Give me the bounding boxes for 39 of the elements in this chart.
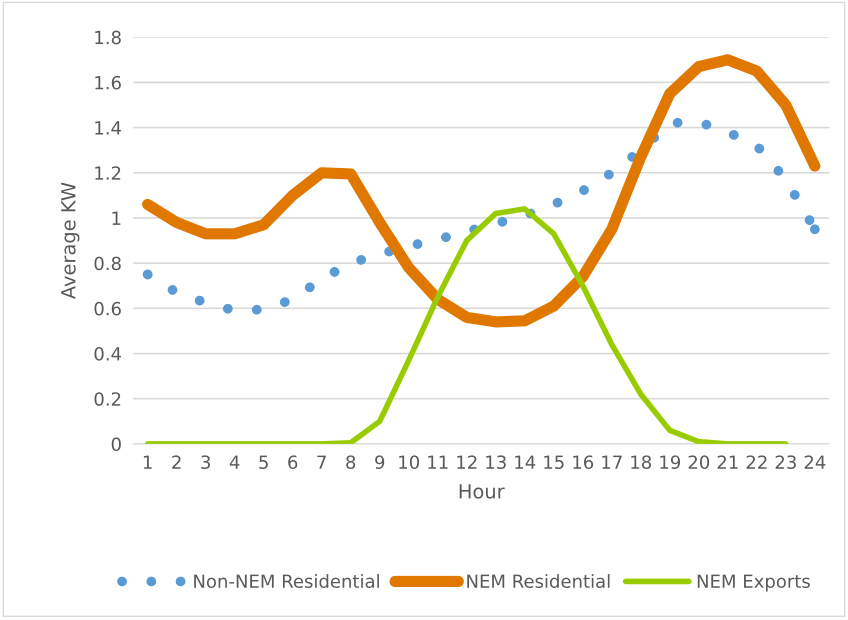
x-tick-label: 16 [573, 455, 594, 470]
y-tick-label: 0.4 [94, 346, 122, 361]
y-tick-label: 0.2 [94, 392, 120, 406]
y-tick-label: 0 [112, 437, 121, 452]
x-tick-label: 5 [259, 456, 268, 470]
x-tick-label: 21 [718, 455, 738, 469]
y-tick-label: 1.4 [95, 121, 122, 134]
x-tick-label: 10 [399, 455, 420, 470]
x-tick-label: 12 [457, 455, 476, 469]
x-tick-label: 2 [172, 455, 181, 469]
legend-label: NEM Exports [698, 574, 810, 592]
legend-label: NEM Residential [467, 574, 610, 588]
y-tick-label: 1.2 [95, 166, 120, 180]
y-tick-label: 1.8 [95, 30, 121, 44]
x-tick-label: 14 [515, 456, 536, 469]
x-tick-label: 23 [776, 455, 796, 470]
x-tick-label: 17 [602, 456, 622, 469]
x-tick-label: 20 [688, 455, 710, 470]
x-tick-label: 7 [317, 456, 326, 469]
x-axis-title: Hour [460, 484, 505, 499]
x-tick-label: 3 [201, 455, 210, 470]
x-tick-label: 22 [746, 455, 766, 469]
x-tick-label: 18 [631, 455, 652, 470]
y-tick-label: 1.6 [95, 76, 121, 90]
x-tick-label: 13 [486, 455, 506, 470]
x-tick-label: 1 [144, 456, 152, 469]
y-tick-label: 0.6 [94, 302, 121, 316]
x-tick-label: 15 [544, 456, 564, 470]
y-axis-title: Average KW [61, 182, 80, 300]
legend-label: Non-NEM Residential [194, 574, 379, 588]
y-tick-label: 1 [112, 212, 120, 225]
x-tick-label: 6 [288, 455, 298, 470]
x-tick-label: 4 [230, 456, 240, 469]
x-tick-label: 8 [346, 455, 356, 470]
x-tick-label: 19 [660, 455, 680, 470]
y-tick-label: 0.8 [94, 256, 121, 270]
x-tick-label: 24 [804, 455, 826, 469]
x-tick-label: 9 [375, 455, 384, 470]
x-tick-label: 11 [428, 456, 448, 469]
